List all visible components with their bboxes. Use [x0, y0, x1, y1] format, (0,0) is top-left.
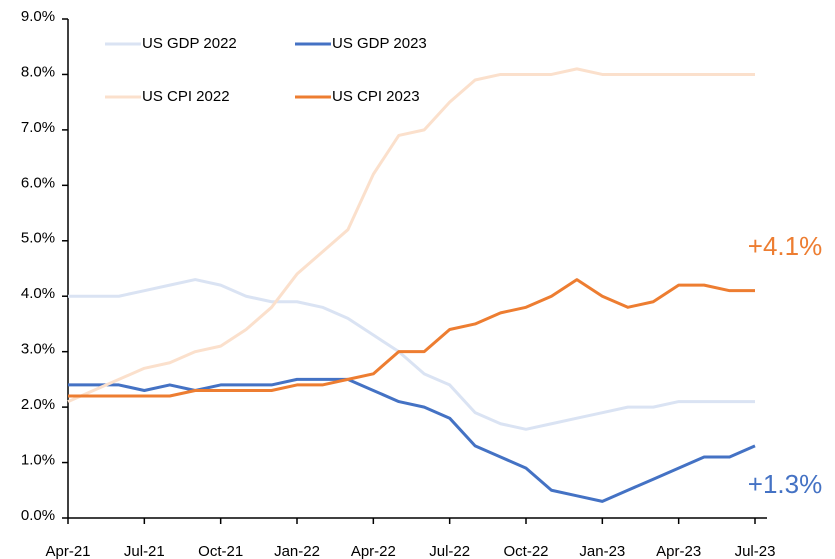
annotation: +1.3%	[748, 469, 822, 499]
series-line	[67, 67, 755, 403]
y-tick-label: 3.0%	[21, 341, 55, 358]
x-tick-label: Oct-21	[198, 543, 243, 559]
y-tick-label: 4.0%	[21, 285, 55, 302]
x-tick-label: Apr-22	[351, 543, 396, 559]
legend-label: US CPI 2023	[332, 88, 420, 105]
x-tick-label: Jul-23	[735, 543, 776, 559]
series-line	[68, 278, 755, 431]
y-tick-label: 8.0%	[21, 63, 55, 80]
x-tick-label: Jul-22	[429, 543, 470, 559]
y-tick-label: 1.0%	[21, 452, 55, 469]
x-tick-label: Apr-21	[45, 543, 90, 559]
y-tick-label: 9.0%	[21, 8, 55, 25]
y-tick-label: 7.0%	[21, 119, 55, 136]
series-line	[68, 278, 755, 398]
x-tick-label: Jul-21	[124, 543, 165, 559]
x-tick-label: Apr-23	[656, 543, 701, 559]
series-line	[68, 377, 756, 503]
y-tick-label: 2.0%	[21, 396, 55, 413]
legend-label: US GDP 2023	[332, 35, 427, 52]
y-tick-label: 5.0%	[21, 230, 55, 247]
legend-label: US CPI 2022	[142, 88, 230, 105]
y-tick-label: 6.0%	[21, 174, 55, 191]
x-tick-label: Oct-22	[503, 543, 548, 559]
y-tick-label: 0.0%	[21, 507, 55, 524]
annotation: +4.1%	[748, 231, 822, 261]
legend-label: US GDP 2022	[142, 35, 237, 52]
x-tick-label: Jan-22	[274, 543, 320, 559]
x-tick-label: Jan-23	[579, 543, 625, 559]
